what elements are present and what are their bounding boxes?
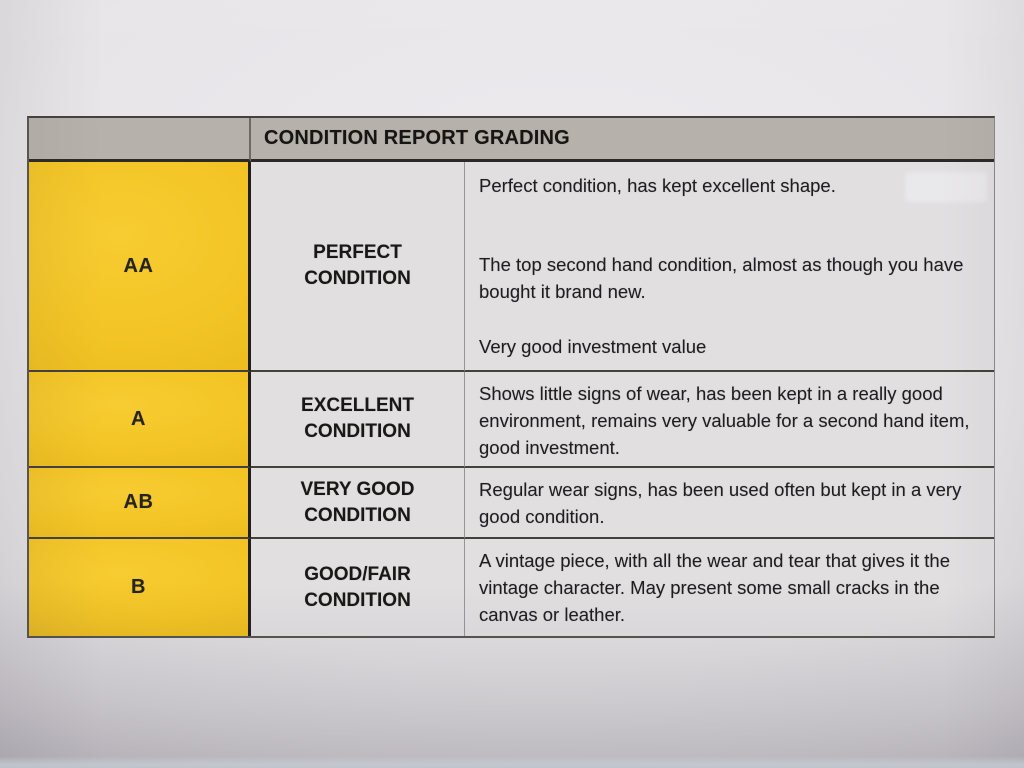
description-cell-b: A vintage piece, with all the wear and t…	[465, 539, 994, 636]
condition-line: CONDITION	[304, 421, 411, 442]
table-title: CONDITION REPORT GRADING	[264, 127, 570, 149]
description-paragraph: Perfect condition, has kept excellent sh…	[479, 175, 836, 196]
grade-cell-a: A	[29, 372, 251, 468]
condition-cell-b: GOOD/FAIR CONDITION	[251, 539, 465, 636]
grade-label: AA	[123, 254, 154, 277]
grade-label: A	[131, 407, 146, 430]
condition-line: CONDITION	[304, 268, 411, 289]
photo-bottom-edge	[0, 756, 1024, 768]
grade-label: B	[131, 576, 146, 598]
grade-cell-b: B	[29, 539, 251, 636]
condition-line: EXCELLENT	[301, 395, 414, 416]
whiteout-correction-mark	[905, 172, 987, 202]
header-corner-cell	[29, 118, 251, 162]
grade-cell-ab: AB	[29, 468, 251, 539]
grade-cell-aa: AA	[29, 162, 251, 372]
condition-line: CONDITION	[304, 589, 411, 611]
description-paragraph: Shows little signs of wear, has been kep…	[479, 383, 970, 458]
condition-cell-a: EXCELLENT CONDITION	[251, 372, 465, 468]
description-cell-a: Shows little signs of wear, has been kep…	[465, 372, 994, 468]
description-cell-ab: Regular wear signs, has been used often …	[465, 468, 994, 539]
description-cell-aa: Perfect condition, has kept excellent sh…	[465, 162, 994, 372]
condition-line: PERFECT	[313, 242, 402, 263]
condition-grading-table: CONDITION REPORT GRADING AA PERFECT COND…	[27, 116, 995, 638]
condition-line: VERY GOOD	[300, 478, 415, 500]
condition-line: GOOD/FAIR	[304, 563, 411, 585]
condition-cell-aa: PERFECT CONDITION	[251, 162, 465, 372]
table-header-row: CONDITION REPORT GRADING	[251, 118, 994, 162]
description-paragraph: A vintage piece, with all the wear and t…	[479, 550, 951, 625]
condition-line: CONDITION	[304, 504, 411, 526]
description-paragraph: Very good investment value	[479, 336, 707, 357]
description-paragraph: The top second hand condition, almost as…	[479, 254, 964, 302]
condition-cell-ab: VERY GOOD CONDITION	[251, 468, 465, 539]
description-paragraph: Regular wear signs, has been used often …	[479, 479, 962, 527]
grade-label: AB	[123, 491, 154, 513]
